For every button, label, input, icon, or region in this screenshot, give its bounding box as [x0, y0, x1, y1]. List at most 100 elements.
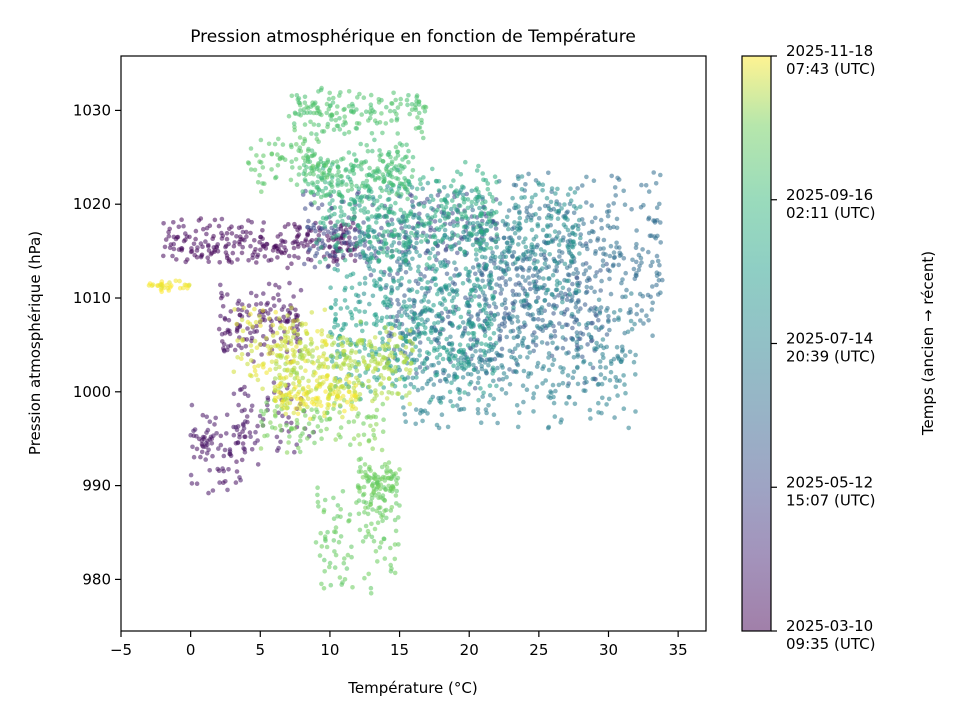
data-point: [355, 341, 360, 346]
data-point: [254, 153, 259, 158]
data-point: [605, 213, 611, 219]
data-point: [308, 110, 313, 115]
data-point: [295, 332, 301, 337]
data-point: [377, 330, 383, 336]
data-point: [576, 288, 582, 294]
data-point: [318, 530, 324, 536]
data-point: [354, 126, 360, 131]
data-point: [506, 235, 512, 241]
data-point: [564, 265, 570, 271]
data-point: [357, 349, 362, 354]
data-point: [292, 449, 297, 455]
data-point: [331, 495, 336, 501]
data-point: [278, 428, 284, 433]
data-point: [541, 276, 546, 281]
data-point: [325, 229, 331, 235]
data-point: [287, 400, 293, 406]
data-point: [559, 310, 564, 316]
data-point: [325, 405, 330, 411]
data-point: [409, 211, 414, 217]
data-point: [581, 271, 587, 277]
data-point: [191, 241, 197, 247]
data-point: [564, 297, 570, 303]
data-point: [331, 406, 336, 412]
data-point: [321, 507, 327, 513]
data-point: [502, 297, 508, 303]
data-point: [181, 223, 186, 229]
data-point: [234, 459, 239, 465]
data-point: [399, 275, 405, 281]
data-point: [515, 256, 520, 261]
data-point: [534, 273, 539, 278]
data-point: [527, 281, 532, 286]
data-point: [463, 365, 468, 371]
data-point: [423, 221, 428, 227]
data-point: [649, 307, 655, 312]
data-point: [413, 212, 418, 218]
data-point: [248, 146, 254, 151]
data-point: [286, 415, 291, 420]
data-point: [480, 394, 486, 399]
data-point: [565, 217, 570, 222]
data-point: [339, 199, 345, 204]
data-point: [366, 378, 371, 384]
data-point: [482, 284, 488, 290]
data-point: [410, 168, 416, 173]
data-point: [248, 408, 254, 413]
data-point: [274, 330, 280, 336]
data-point: [583, 290, 589, 296]
data-point: [394, 501, 399, 506]
data-point: [300, 189, 306, 194]
data-point: [195, 245, 200, 250]
data-point: [434, 422, 440, 428]
data-point: [574, 317, 579, 322]
data-point: [274, 404, 280, 409]
data-point: [308, 416, 313, 422]
data-point: [462, 325, 468, 331]
data-point: [332, 205, 338, 210]
data-point: [306, 181, 311, 187]
data-point: [419, 117, 424, 123]
data-point: [616, 177, 622, 182]
data-point: [391, 472, 396, 477]
data-point: [384, 283, 389, 288]
data-point: [204, 451, 210, 456]
data-point: [634, 259, 639, 265]
data-point: [244, 309, 250, 315]
data-point: [379, 315, 385, 321]
data-point: [432, 241, 438, 246]
data-point: [198, 216, 204, 221]
data-point: [398, 350, 404, 356]
data-point: [407, 241, 412, 247]
data-point: [212, 248, 217, 253]
data-point: [297, 165, 303, 171]
data-point: [319, 332, 325, 337]
data-point: [539, 310, 544, 316]
data-point: [357, 299, 363, 305]
data-point: [402, 242, 408, 248]
data-point: [589, 219, 595, 225]
data-point: [171, 220, 176, 225]
data-point: [626, 310, 632, 316]
data-point: [542, 261, 548, 267]
data-point: [487, 383, 493, 389]
data-point: [296, 148, 302, 153]
data-point: [255, 377, 261, 383]
colorbar-label: Temps (ancien → récent): [919, 251, 937, 436]
data-point: [292, 127, 298, 133]
data-point: [550, 340, 555, 346]
data-point: [460, 375, 466, 380]
data-point: [265, 433, 270, 438]
data-point: [422, 331, 428, 336]
data-point: [443, 247, 449, 253]
data-point: [233, 424, 239, 430]
data-point: [367, 384, 372, 390]
data-point: [597, 359, 603, 364]
data-point: [362, 281, 368, 286]
data-point: [580, 183, 585, 188]
data-point: [380, 354, 386, 360]
data-point: [542, 308, 547, 314]
data-point: [303, 328, 309, 334]
data-point: [350, 271, 356, 277]
